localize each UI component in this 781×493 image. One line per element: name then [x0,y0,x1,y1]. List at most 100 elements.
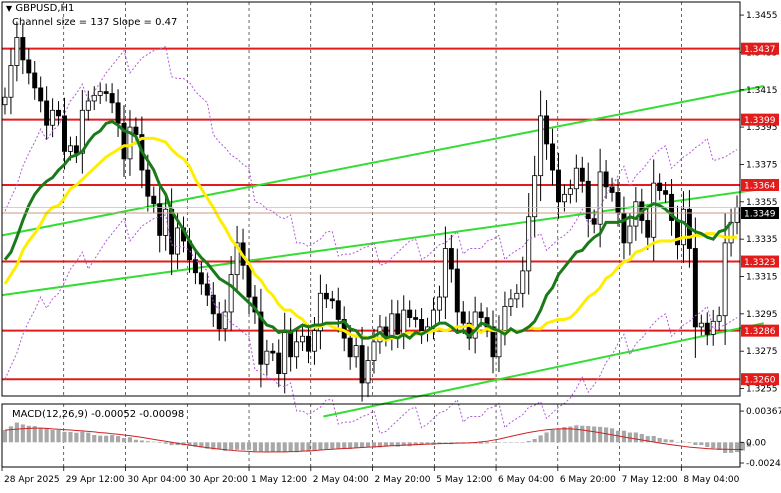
macd-histogram-bar [187,442,192,446]
candle-body [26,59,32,74]
macd-histogram-bar [419,442,424,445]
candle-body [472,311,478,339]
macd-histogram-bar [223,442,228,451]
macd-histogram-bar [550,429,555,443]
candle-body [663,190,669,195]
envelope-upper [4,46,738,266]
candle-body [603,171,609,188]
macd-histogram-bar [645,436,650,443]
macd-histogram-bar [401,442,406,446]
candle-body [62,115,67,152]
x-tick-label: 28 Apr 2025 [4,475,60,485]
candle-body [216,313,222,330]
candle-body [419,319,425,333]
x-tick-label: 1 May 12:00 [251,475,307,485]
candle-body [734,207,740,223]
candle-body [550,143,556,171]
channel-info: Channel size = 137 Slope = 0.47 [12,17,178,28]
macd-histogram-bar [657,437,662,443]
level-label: 1.3437 [744,45,776,55]
candle-body [692,248,698,328]
macd-histogram-bar [354,442,359,449]
macd-y-tick-label: 0.00367 [746,407,781,417]
x-tick-label: 30 Apr 04:00 [128,475,187,485]
y-tick-label: 1.3275 [746,347,778,357]
macd-histogram-bar [586,425,591,443]
y-tick-label: 1.3415 [746,86,778,96]
y-tick-label: 1.3295 [746,310,778,320]
candle-body [502,305,508,332]
ma-fast [3,119,733,341]
macd-histogram-bar [240,442,246,450]
macd-histogram-bar [413,442,418,446]
candle-body [532,175,538,218]
macd-histogram-bar [104,435,109,443]
macd-histogram-bar [479,442,484,444]
macd-histogram-bar [490,442,496,443]
y-tick-label: 1.3315 [746,272,778,282]
candle-body [258,311,264,365]
y-tick-label: 1.3395 [746,123,778,133]
candle-body [103,91,109,94]
candle-body [311,330,317,352]
candle-body [395,313,401,335]
candle-body [335,300,341,320]
macd-histogram-bar [520,442,525,443]
macd-histogram-bar [359,442,365,448]
main-panel-frame [1,1,741,397]
candle-body [478,311,484,318]
macd-histogram-bar [705,442,710,447]
macd-histogram-bar [264,442,269,452]
candle-body [20,37,26,61]
x-axis: 28 Apr 2025 29 Apr 12:00 30 Apr 04:00 30 Ap… [1,467,740,485]
candle-body [347,337,353,358]
dropdown-triangle-icon[interactable]: ▼ [6,4,13,13]
macd-histogram-bar [568,426,573,443]
macd-histogram-bar [199,442,204,448]
x-tick-label: 7 May 12:00 [622,475,678,485]
candle-body [56,109,62,117]
level-label-box [741,42,779,55]
macd-histogram-bar [675,442,680,443]
macd-histogram-bar [383,442,388,447]
macd-histogram-bar [699,442,704,446]
macd-histogram-bar [80,431,85,443]
candle-body [121,122,127,160]
macd-histogram-bar [294,442,299,453]
level-label: 1.3364 [744,181,776,191]
macd-histogram-bar [508,442,513,443]
candle-body [323,292,329,300]
candle-body [597,171,603,225]
macd-histogram-bar [330,442,335,449]
macd-histogram-bar [246,442,252,450]
macd-label: MACD(12,26,9) -0.00052 -0.00098 [12,409,185,420]
macd-histogram-bar [389,442,394,447]
candle-body [460,311,466,324]
macd-histogram-bar [365,442,371,448]
candle-body [276,352,282,374]
y-tick-label: 1.3335 [746,235,778,245]
candle-body [204,283,210,296]
macd-histogram-bar [723,442,728,453]
candle-body [621,212,627,244]
candle-body [145,169,151,197]
macd-histogram-bar [746,442,752,447]
candle-body [627,225,633,244]
candle-body [288,332,294,358]
macd-histogram-bar [157,442,162,443]
macd-histogram-bar [538,435,543,443]
candle-body [198,272,204,285]
macd-histogram-bar [115,436,121,443]
macd-histogram-bar [282,442,287,453]
macd-histogram-bar [306,442,311,452]
candle-body [538,115,544,177]
macd-histogram-bar [235,442,240,450]
candle-body [448,248,454,270]
candle-body [585,180,591,220]
macd-histogram-bar [288,442,293,452]
candle-body [573,167,579,190]
candle-body [651,182,657,238]
macd-histogram-bar [8,426,14,443]
macd-histogram-bar [181,442,186,446]
candle-body [317,292,323,332]
